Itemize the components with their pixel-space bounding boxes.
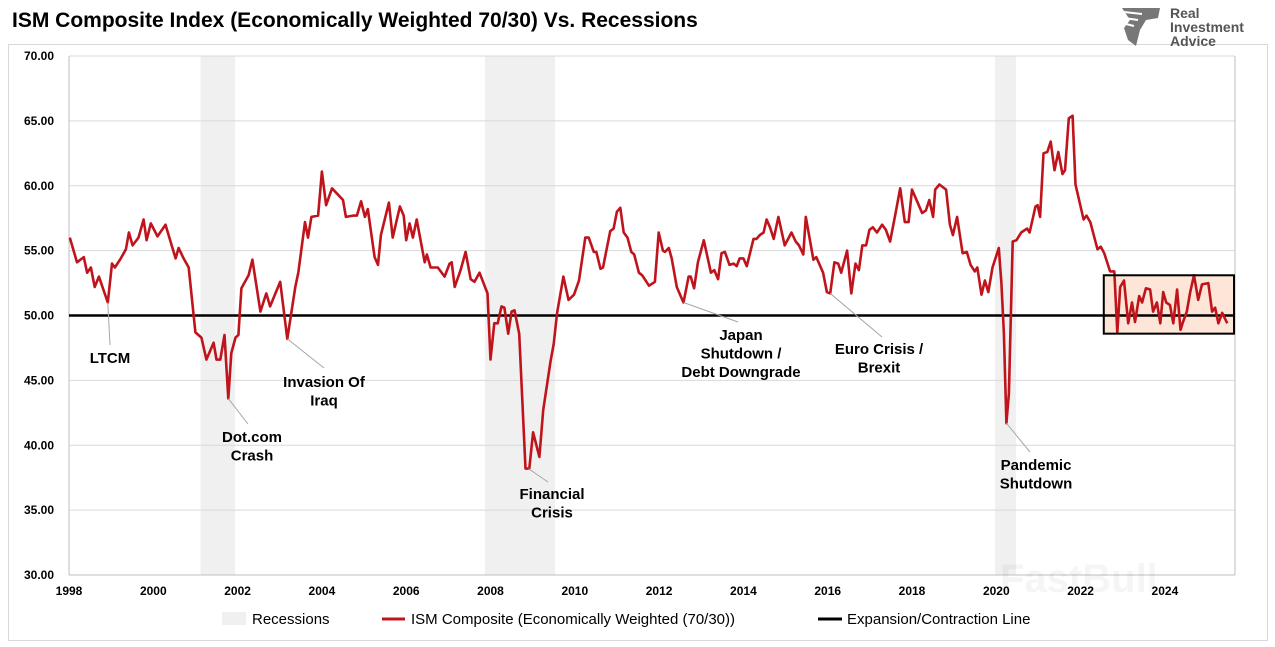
highlight-box-rect (1102, 274, 1236, 335)
annotation-label: Pandemic (1001, 457, 1072, 474)
highlight-box-outline (1102, 274, 1236, 335)
annotation-leader-line (107, 302, 111, 346)
logo-text-line-2: Investment (1170, 19, 1244, 35)
annotation-leader-line (829, 293, 883, 338)
y-tick-label: 45.00 (24, 373, 54, 387)
y-tick-label: 65.00 (24, 114, 54, 128)
annotation-label: Crash (231, 448, 274, 465)
x-tick-label: 2024 (1152, 584, 1179, 598)
annotation-label: Dot.com (222, 429, 282, 446)
x-tick-label: 2000 (140, 584, 167, 598)
y-tick-label: 55.00 (24, 244, 54, 258)
legend: Recessions ISM Composite (Economically W… (222, 611, 1030, 628)
legend-recessions-label: Recessions (252, 611, 330, 628)
annotation: LTCM (90, 302, 131, 367)
x-axis-ticks: 1998 2000 2002 2004 2006 2008 2010 2012 2014 2016… (56, 584, 1179, 598)
legend-line-label: Expansion/Contraction Line (847, 611, 1030, 628)
annotation-label: Japan (719, 327, 762, 344)
annotation-label: Debt Downgrade (681, 364, 800, 381)
annotation-leader-line (528, 468, 549, 483)
y-tick-label: 35.00 (24, 503, 54, 517)
annotation-label: Crisis (531, 505, 573, 522)
x-tick-label: 2014 (730, 584, 757, 598)
chart-frame (8, 44, 1268, 641)
annotation-label: Shutdown (1000, 476, 1072, 493)
x-tick-label: 2012 (646, 584, 673, 598)
x-tick-label: 2020 (983, 584, 1010, 598)
annotation: Pandemic Shutdown (1000, 422, 1072, 493)
y-tick-label: 50.00 (24, 309, 54, 323)
legend-recessions-swatch (222, 612, 246, 625)
x-tick-label: 2016 (814, 584, 841, 598)
x-tick-label: 2008 (477, 584, 504, 598)
x-tick-label: 1998 (56, 584, 83, 598)
annotation-label: Euro Crisis / (835, 341, 924, 358)
gridlines (69, 55, 1235, 511)
y-axis-ticks: 30.00 35.00 40.00 45.00 50.00 55.00 60.00 65.00… (24, 49, 54, 582)
logo: Real Investment Advice (1122, 5, 1244, 49)
logo-text-line-3: Advice (1170, 33, 1216, 49)
annotation-leader-line (1006, 422, 1031, 453)
annotation: Financial Crisis (519, 468, 585, 522)
y-tick-label: 70.00 (24, 49, 54, 63)
ism-line (68, 114, 1229, 470)
x-tick-label: 2010 (561, 584, 588, 598)
annotation-label: LTCM (90, 350, 131, 367)
x-tick-label: 2006 (393, 584, 420, 598)
annotation: Dot.com Crash (222, 398, 282, 465)
annotation-label: Financial (519, 486, 584, 503)
y-tick-label: 40.00 (24, 438, 54, 452)
y-tick-label: 30.00 (24, 568, 54, 582)
ism-series (68, 114, 1229, 470)
annotation-leader-line (287, 338, 325, 369)
annotation-label: Invasion Of (283, 374, 366, 391)
annotation: Invasion Of Iraq (283, 338, 366, 410)
y-tick-label: 60.00 (24, 179, 54, 193)
annotation: Japan Shutdown /Debt Downgrade (681, 302, 801, 381)
x-tick-label: 2018 (899, 584, 926, 598)
chart-title: ISM Composite Index (Economically Weight… (12, 9, 698, 32)
annotation-label: Shutdown / (701, 346, 783, 363)
annotation-label: Iraq (310, 393, 338, 410)
x-tick-label: 2022 (1067, 584, 1094, 598)
x-tick-label: 2004 (309, 584, 336, 598)
annotation-leader-line (227, 398, 249, 425)
annotation-leader-line (683, 302, 739, 323)
annotation: Euro Crisis / Brexit (829, 293, 924, 377)
logo-text-line-1: Real (1170, 5, 1200, 21)
annotation-label: Brexit (858, 360, 901, 377)
eagle-head-icon (1122, 8, 1160, 46)
legend-ism-label: ISM Composite (Economically Weighted (70… (411, 611, 735, 628)
x-tick-label: 2002 (224, 584, 251, 598)
watermark: FastBull (1000, 557, 1158, 601)
annotations: LTCM Dot.com Crash Invasion Of Iraq Financial… (90, 293, 1072, 522)
